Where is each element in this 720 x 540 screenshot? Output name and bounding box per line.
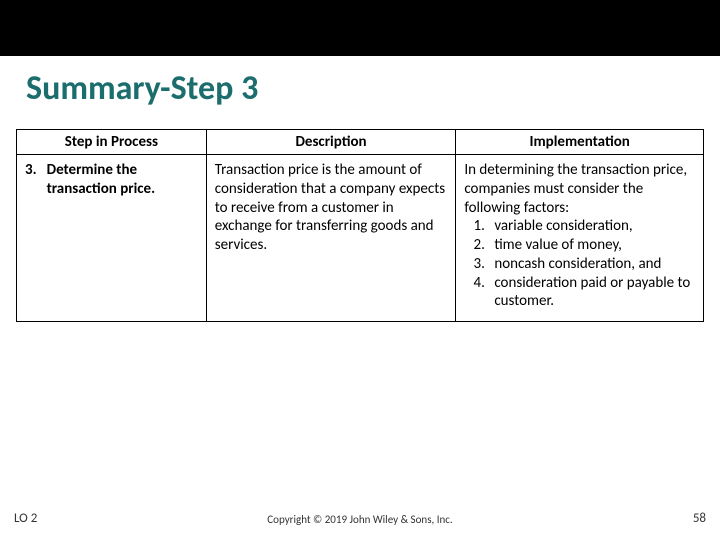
cell-implementation: In determining the transaction price, co… [456,155,704,322]
footer: LO 2 Copyright © 2019 John Wiley & Sons,… [0,513,720,526]
header-implementation: Implementation [456,130,704,155]
header-step-in-process: Step in Process [17,130,207,155]
table-row: 3. Determine the transaction price. Tran… [17,155,704,322]
page-number: 58 [693,511,706,526]
list-item: variable consideration, [488,217,695,236]
implementation-intro: In determining the transaction price, co… [464,161,695,217]
list-item: noncash consideration, and [488,255,695,274]
cell-description: Transaction price is the amount of consi… [206,155,456,322]
header-description: Description [206,130,456,155]
step-number: 3. [25,161,37,199]
list-item: time value of money, [488,236,695,255]
slide-title: Summary-Step 3 [0,56,720,123]
cell-step: 3. Determine the transaction price. [17,155,207,322]
implementation-list: variable consideration, time value of mo… [464,217,695,311]
top-bar [0,0,720,56]
step-label: Determine the transaction price. [47,161,198,199]
learning-objective: LO 2 [14,511,37,526]
slide: Summary-Step 3 Step in Process Descripti… [0,0,720,540]
list-item: consideration paid or payable to custome… [488,274,695,312]
copyright-text: Copyright © 2019 John Wiley & Sons, Inc. [0,513,720,526]
summary-table: Step in Process Description Implementati… [16,129,704,322]
table-header-row: Step in Process Description Implementati… [17,130,704,155]
